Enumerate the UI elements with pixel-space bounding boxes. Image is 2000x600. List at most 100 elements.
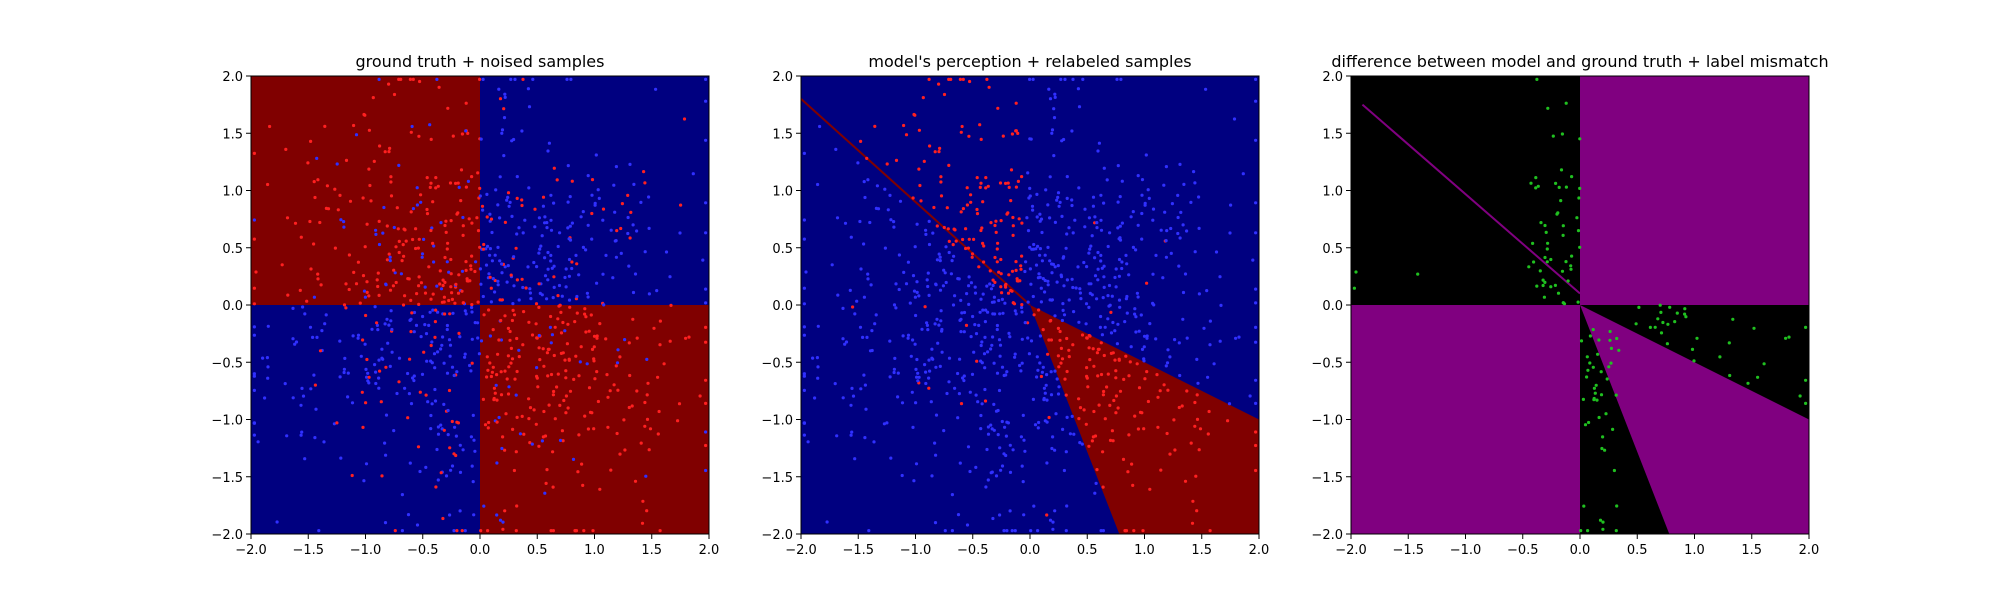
sample-point (489, 374, 493, 379)
sample-point (941, 284, 946, 288)
sample-point (493, 290, 497, 294)
sample-point (1254, 378, 1258, 382)
sample-point (419, 193, 423, 197)
sample-point (635, 389, 639, 393)
sample-point (1579, 529, 1583, 533)
sample-point (558, 438, 563, 442)
sample-point (407, 392, 411, 396)
sample-point (305, 299, 309, 303)
sample-point (559, 310, 563, 314)
sample-point (1096, 149, 1100, 153)
sample-point (539, 244, 543, 248)
sample-point (1077, 105, 1082, 109)
sample-point (936, 341, 940, 345)
sample-point (1035, 215, 1039, 219)
sample-point (1010, 269, 1015, 273)
sample-point (853, 312, 857, 316)
sample-point (427, 323, 431, 327)
sample-point (1542, 295, 1546, 299)
sample-point (569, 77, 573, 81)
sample-point (308, 219, 312, 224)
sample-point (493, 391, 497, 395)
sample-point (1045, 398, 1049, 402)
sample-point (378, 144, 382, 148)
sample-point (521, 77, 525, 81)
sample-point (816, 376, 820, 380)
sample-point (867, 529, 871, 533)
sample-point (1185, 336, 1189, 340)
sample-point (596, 399, 601, 404)
sample-point (979, 427, 983, 431)
sample-point (619, 226, 623, 231)
sample-point (503, 509, 507, 513)
sample-point (1076, 265, 1080, 269)
y-tick-label: 1.5 (1322, 127, 1343, 142)
y-tick-label: −1.0 (211, 414, 243, 429)
sample-point (464, 185, 468, 189)
sample-point (461, 215, 465, 220)
sample-point (952, 254, 956, 258)
sample-point (968, 469, 972, 474)
sample-point (602, 303, 606, 307)
sample-point (415, 203, 419, 207)
sample-point (1081, 77, 1085, 81)
sample-point (400, 259, 404, 263)
sample-point (518, 432, 523, 436)
sample-point (365, 357, 369, 362)
sample-point (549, 218, 553, 222)
sample-point (1038, 253, 1042, 257)
sample-point (1191, 499, 1195, 503)
sample-point (547, 141, 552, 145)
sample-point (549, 341, 553, 345)
sample-point (420, 255, 424, 259)
sample-point (1752, 326, 1756, 330)
sample-point (645, 417, 650, 421)
sample-point (938, 259, 942, 263)
sample-point (252, 218, 256, 222)
sample-point (1039, 217, 1044, 221)
sample-point (1129, 215, 1133, 219)
sample-point (515, 175, 519, 179)
sample-point (365, 375, 369, 379)
sample-point (395, 391, 399, 396)
sample-point (542, 364, 546, 368)
sample-point (471, 413, 475, 417)
sample-point (626, 215, 630, 220)
sample-point (1115, 342, 1119, 346)
sample-point (645, 357, 649, 361)
sample-point (1099, 218, 1103, 222)
sample-point (1106, 372, 1110, 376)
sample-point (1756, 375, 1760, 379)
sample-point (1648, 325, 1652, 329)
sample-point (959, 210, 963, 214)
sample-point (1122, 377, 1126, 381)
panel-title: model's perception + relabeled samples (868, 52, 1191, 71)
sample-point (447, 388, 452, 393)
sample-point (563, 275, 567, 280)
sample-point (975, 359, 979, 363)
sample-point (538, 358, 542, 362)
x-tick-label: 0.5 (1077, 543, 1098, 558)
sample-point (894, 306, 898, 310)
sample-point (1021, 413, 1025, 417)
sample-point (1117, 358, 1121, 362)
sample-point (564, 267, 568, 271)
sample-point (377, 77, 381, 81)
sample-point (1071, 343, 1075, 347)
sample-point (883, 187, 887, 191)
sample-point (802, 237, 807, 241)
sample-point (485, 375, 489, 379)
sample-point (978, 310, 982, 314)
sample-point (888, 339, 892, 343)
sample-point (1541, 283, 1545, 288)
sample-point (1190, 521, 1195, 525)
sample-point (849, 403, 853, 407)
sample-point (1116, 200, 1120, 204)
sample-point (486, 244, 490, 248)
sample-point (521, 231, 525, 235)
sample-point (315, 335, 319, 339)
sample-point (972, 350, 976, 354)
sample-point (1019, 369, 1023, 373)
sample-point (1586, 529, 1590, 533)
sample-point (984, 485, 988, 489)
